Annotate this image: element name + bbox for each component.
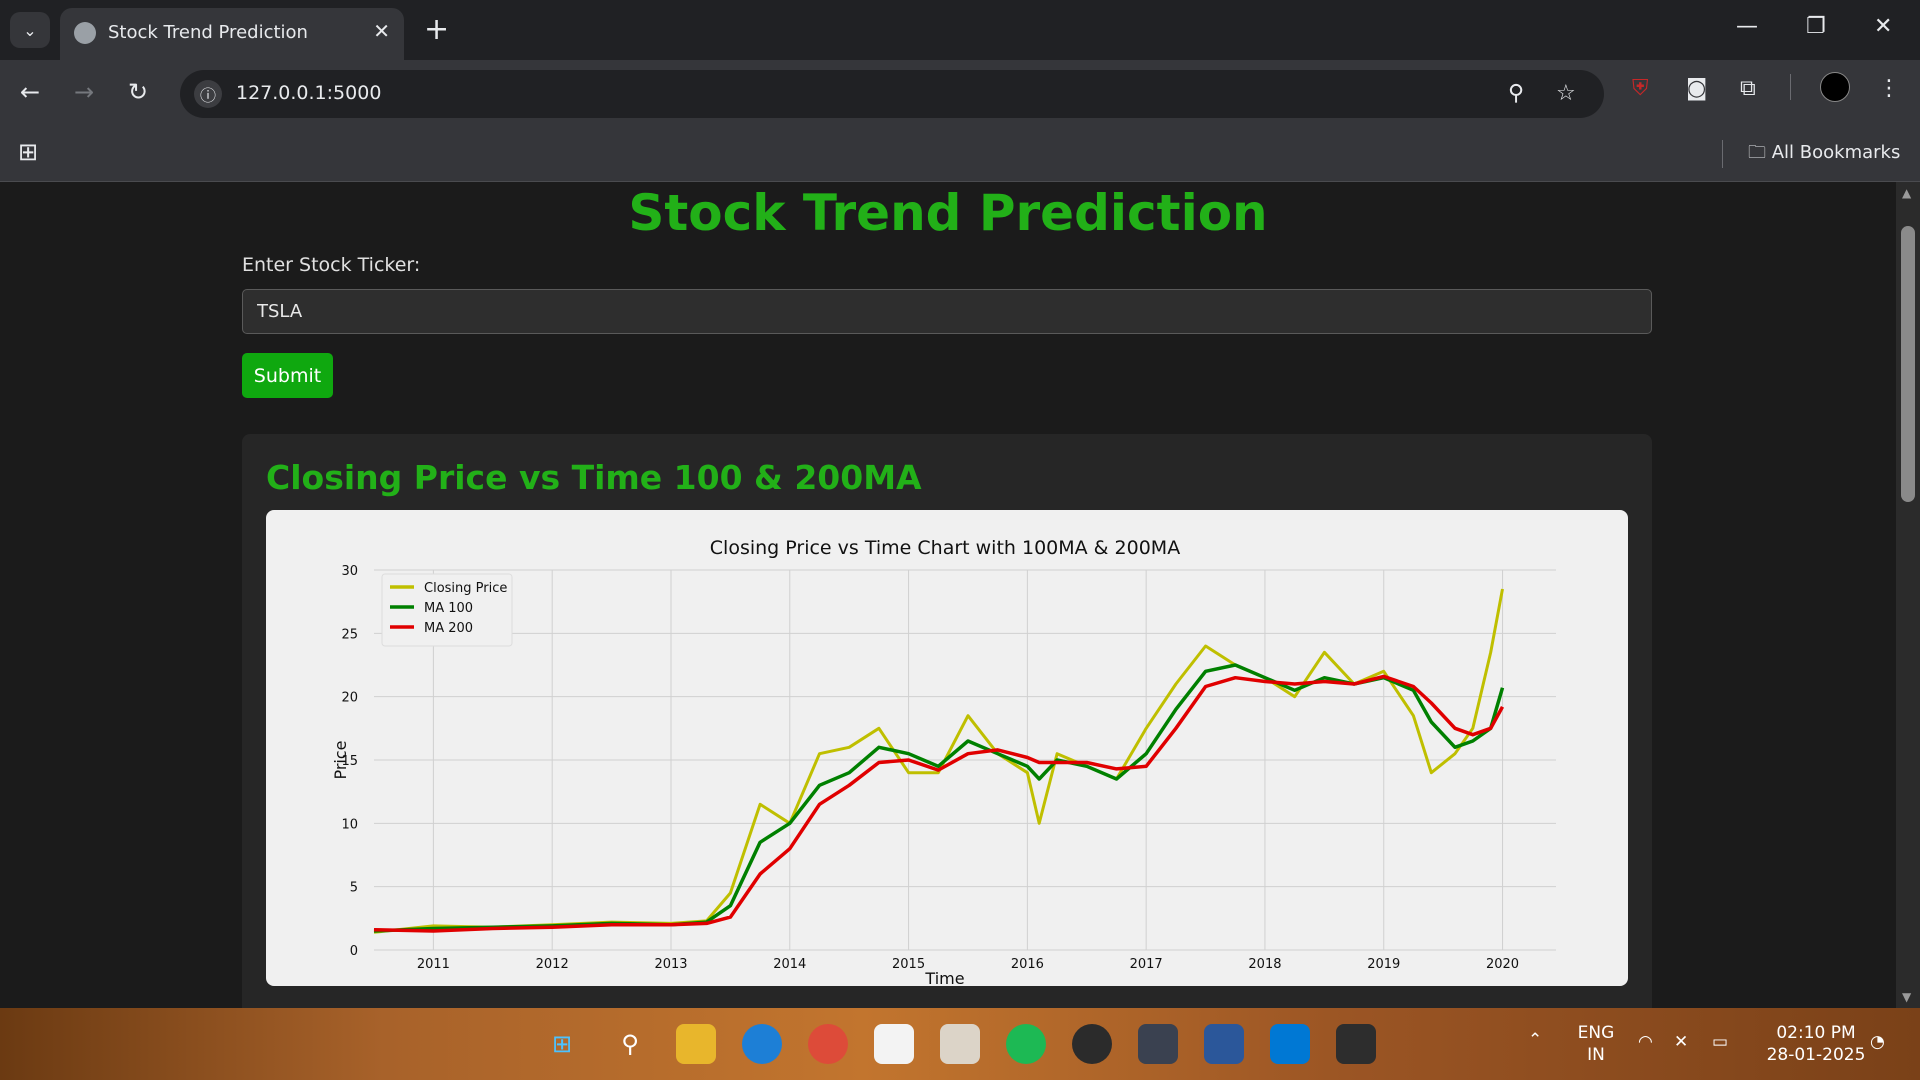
battery-icon[interactable]: ▭ <box>1712 1032 1729 1052</box>
scroll-up-icon[interactable]: ▲ <box>1902 186 1912 200</box>
clock-date: 28-01-2025 <box>1766 1045 1866 1065</box>
minimize-icon[interactable]: — <box>1736 14 1758 39</box>
menu-kebab-icon[interactable]: ⋮ <box>1878 76 1900 101</box>
folder-icon: 🗀 <box>1748 142 1766 163</box>
site-info-icon[interactable]: ⓘ <box>194 80 222 108</box>
section-title: Closing Price vs Time 100 & 200MA <box>266 458 922 497</box>
ublock-icon[interactable]: ⛨ <box>1632 76 1649 101</box>
y-tick-label: 25 <box>341 627 358 642</box>
region-code: IN <box>1587 1045 1605 1065</box>
scroll-down-icon[interactable]: ▼ <box>1902 990 1912 1004</box>
x-tick-label: 2017 <box>1130 957 1163 972</box>
store-icon[interactable] <box>874 1024 914 1064</box>
camera-icon[interactable]: ◙ <box>1686 76 1708 101</box>
edge-icon[interactable] <box>742 1024 782 1064</box>
series-line-ma-100 <box>373 663 1505 933</box>
back-arrow-icon[interactable]: ← <box>20 78 41 106</box>
active-tab[interactable]: Stock Trend Prediction ✕ <box>60 8 404 60</box>
x-tick-label: 2011 <box>417 957 450 972</box>
legend-box <box>381 573 513 647</box>
reload-icon[interactable]: ↻ <box>128 78 149 106</box>
all-bookmarks-label: All Bookmarks <box>1771 142 1901 163</box>
profile-avatar[interactable] <box>1820 72 1850 102</box>
file-explorer-icon[interactable] <box>676 1024 716 1064</box>
x-tick-label: 2013 <box>654 957 687 972</box>
chart-card: Closing Price vs Time 100 & 200MA 2011 20… <box>242 434 1652 1008</box>
windows-taskbar: ⊞ ⚲ ⌃ ENG IN ◠ ✕ ▭ 02:10 PM 28-01-2025 ◔ <box>0 1008 1920 1080</box>
word-icon[interactable] <box>1204 1024 1244 1064</box>
new-tab-plus-icon[interactable]: + <box>424 12 450 47</box>
clock-time: 02:10 PM <box>1776 1023 1856 1043</box>
url-text[interactable]: 127.0.0.1:5000 <box>236 82 382 104</box>
page-scrollbar[interactable]: ▲ ▼ <box>1896 182 1920 1008</box>
browser-tab-bar: ⌄ Stock Trend Prediction ✕ + — ❐ ✕ <box>0 0 1920 60</box>
series-line-closing-price <box>373 588 1504 934</box>
x-axis-label: Time <box>924 969 964 986</box>
legend-label: MA 100 <box>424 601 473 616</box>
spotify-icon[interactable] <box>1006 1024 1046 1064</box>
bookmarks-divider <box>1722 140 1723 168</box>
notification-icon[interactable]: ◔ <box>1870 1032 1885 1052</box>
obs-icon[interactable] <box>1072 1024 1112 1064</box>
y-tick-label: 5 <box>350 881 358 896</box>
close-tab-icon[interactable]: ✕ <box>373 19 390 43</box>
chrome-icon[interactable] <box>808 1024 848 1064</box>
y-tick-label: 20 <box>341 691 358 706</box>
series-line-ma-200 <box>373 674 1505 933</box>
game-icon[interactable] <box>1138 1024 1178 1064</box>
tray-chevron-icon[interactable]: ⌃ <box>1528 1030 1543 1050</box>
chart-svg: 2011 2012 2013 2014 2015 2016 2017 2018 2019 2020… <box>331 537 1556 986</box>
all-bookmarks-button[interactable]: 🗀 All Bookmarks <box>1748 140 1900 170</box>
x-tick-label: 2012 <box>536 957 569 972</box>
toolbar-divider <box>1790 74 1791 100</box>
chart-title: Closing Price vs Time Chart with 100MA &… <box>710 537 1180 559</box>
x-tick-label: 2018 <box>1248 957 1281 972</box>
scroll-thumb[interactable] <box>1901 226 1915 502</box>
address-bar[interactable]: ⓘ 127.0.0.1:5000 ⚲ ☆ <box>180 70 1604 118</box>
lang-code: ENG <box>1577 1023 1615 1043</box>
page-heading: Stock Trend Prediction <box>628 184 1268 242</box>
bookmark-star-icon[interactable]: ☆ <box>1556 81 1576 106</box>
app-icon[interactable] <box>940 1024 980 1064</box>
x-tick-label: 2014 <box>773 957 806 972</box>
chart-image: 2011 2012 2013 2014 2015 2016 2017 2018 2019 2020… <box>266 510 1628 986</box>
extensions-icon[interactable]: ⧉ <box>1740 76 1756 101</box>
window-close-icon[interactable]: ✕ <box>1874 14 1893 39</box>
apps-grid-icon[interactable]: ⊞ <box>18 138 39 166</box>
legend-label: Closing Price <box>424 581 507 596</box>
language-indicator[interactable]: ENG IN <box>1574 1022 1618 1066</box>
bookmarks-bar: ⊞ 🗀 All Bookmarks <box>0 128 1920 182</box>
x-tick-label: 2016 <box>1011 957 1044 972</box>
volume-muted-icon[interactable]: ✕ <box>1674 1032 1689 1052</box>
x-tick-label: 2020 <box>1486 957 1519 972</box>
browser-toolbar: ← → ↻ ⓘ 127.0.0.1:5000 ⚲ ☆ ⛨ ◙ ⧉ ⋮ <box>0 60 1920 128</box>
y-axis-label: Price <box>331 740 350 779</box>
wifi-icon[interactable]: ◠ <box>1638 1032 1653 1052</box>
tab-title: Stock Trend Prediction <box>108 22 308 43</box>
search-icon[interactable]: ⚲ <box>621 1030 639 1058</box>
windows-start-icon[interactable]: ⊞ <box>551 1030 573 1058</box>
ticker-label: Enter Stock Ticker: <box>242 254 421 276</box>
legend-label: MA 200 <box>424 621 473 636</box>
y-tick-label: 0 <box>350 944 358 959</box>
forward-arrow-icon[interactable]: → <box>74 78 95 106</box>
submit-button[interactable]: Submit <box>242 353 333 398</box>
ticker-input[interactable] <box>242 289 1652 334</box>
vscode-icon[interactable] <box>1270 1024 1310 1064</box>
clock[interactable]: 02:10 PM 28-01-2025 <box>1754 1022 1878 1066</box>
zoom-icon[interactable]: ⚲ <box>1508 81 1525 106</box>
y-tick-label: 30 <box>341 564 358 579</box>
x-tick-label: 2019 <box>1367 957 1400 972</box>
page-content: Stock Trend Prediction Enter Stock Ticke… <box>0 182 1896 1008</box>
x-tick-label: 2015 <box>892 957 925 972</box>
tab-search-chevron-icon[interactable]: ⌄ <box>10 12 50 48</box>
terminal-icon[interactable] <box>1336 1024 1376 1064</box>
globe-icon <box>74 22 96 44</box>
y-tick-label: 10 <box>341 817 358 832</box>
restore-icon[interactable]: ❐ <box>1806 14 1826 39</box>
y-tick-label: 15 <box>341 754 358 769</box>
